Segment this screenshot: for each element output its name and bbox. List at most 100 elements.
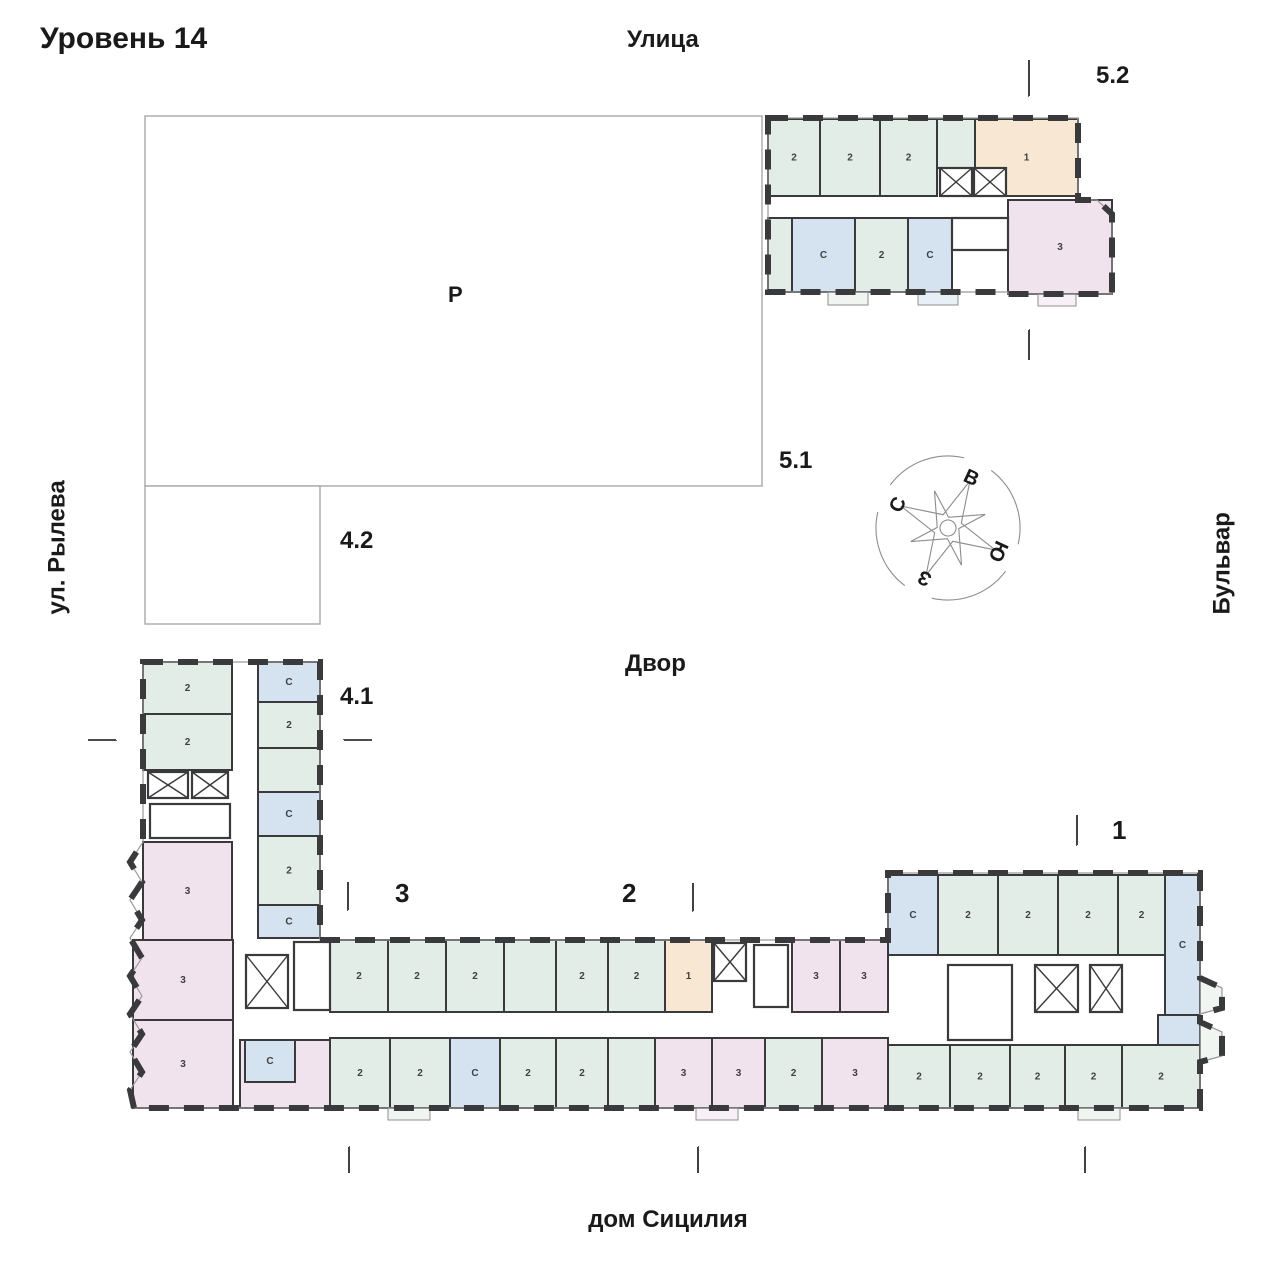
unit-type-label: С [926,250,933,261]
section-4-2-area [144,485,321,625]
apartment-unit[interactable] [1064,1044,1123,1109]
apartment-unit[interactable] [1164,874,1201,1016]
unit-type-label: 2 [847,153,853,164]
unit-type-label: 2 [1085,910,1091,921]
apartment-unit[interactable] [791,217,856,293]
apartment-unit[interactable] [1157,1014,1201,1046]
compass-south: Ю [984,537,1013,565]
street-label-right: Бульвар [1208,512,1236,615]
unit-type-label: С [820,250,827,261]
unit-type-label: С [1179,940,1186,951]
unit-type-label: 3 [180,975,186,986]
street-label-left: ул. Рылева [43,480,71,615]
unit-type-label: 2 [1139,910,1145,921]
apartment-unit[interactable] [607,1037,656,1109]
unit-type-label: 3 [681,1068,687,1079]
unit-type-label: 3 [852,1068,858,1079]
apartment-unit[interactable] [1057,874,1119,956]
unit-type-label: 2 [579,1068,585,1079]
unit-type-label: С [285,677,292,688]
unit-type-label: 1 [1024,153,1030,164]
unit-type-label: 2 [185,737,191,748]
apartment-unit[interactable] [767,118,821,197]
apartment-unit[interactable] [767,217,793,293]
apartment-unit[interactable] [1009,1044,1066,1109]
section-label-3: 3 [395,878,410,908]
unit-type-label: 3 [185,886,191,897]
unit-type-label: 2 [579,971,585,982]
section-label-2: 2 [622,878,637,908]
apartment-unit[interactable] [257,791,321,837]
unit-type-label: 2 [286,720,292,731]
apartment-unit[interactable] [142,841,233,941]
unit-type-label: 2 [916,1072,922,1083]
street-label-top: Улица [627,26,699,53]
section-label-4-1: 4.1 [340,683,374,710]
parking-area [144,115,763,487]
unit-type-label: 3 [1057,242,1063,253]
unit-type-label: 3 [736,1068,742,1079]
apartment-unit[interactable] [1117,874,1166,956]
entrance-arrows [88,60,1085,1173]
apartment-unit[interactable] [607,939,666,1013]
unit-type-label: 2 [965,910,971,921]
unit-type-labels: 2 2 2 1 С 2 С 3 2 2 С 2 С 2 С 3 3 3 С 2 2 2 2 2 2 С 2 2 2 1 3 3 3 3 2 3 С 2 2 2… [180,153,1186,1083]
apartment-unit[interactable] [142,661,233,715]
apartment-unit[interactable] [329,939,389,1013]
apartment-units [132,118,1201,1109]
building-cores [146,166,1124,1042]
compass-rose: С В Ю З [875,455,1021,601]
section-label-4-2: 4.2 [340,527,374,554]
apartment-unit[interactable] [936,118,976,169]
unit-type-label: 2 [791,1068,797,1079]
unit-type-label: С [471,1068,478,1079]
apartment-unit[interactable] [555,939,609,1013]
apartment-unit[interactable] [887,1044,951,1109]
unit-type-label: С [909,910,916,921]
apartment-unit[interactable] [142,713,233,771]
unit-type-label: 2 [879,250,885,261]
compass-north: С [885,494,911,516]
unit-type-label: 2 [1158,1072,1164,1083]
apartment-unit[interactable] [937,874,999,956]
apartment-unit[interactable] [764,1037,823,1109]
apartment-unit[interactable] [132,939,234,1021]
unit-type-label: 2 [906,153,912,164]
apartment-unit[interactable] [1121,1044,1201,1109]
apartment-unit[interactable] [503,939,557,1013]
unit-type-label: 2 [185,683,191,694]
exterior-walls [126,115,1225,1111]
unit-type-label: 2 [286,866,292,877]
apartment-unit[interactable] [445,939,505,1013]
unit-type-label: С [285,917,292,928]
page-title: Уровень 14 [40,22,208,55]
unit-type-label: 2 [1091,1072,1097,1083]
apartment-unit[interactable] [389,1037,451,1109]
unit-type-label: 2 [417,1068,423,1079]
parking-label: P [448,282,463,307]
unit-type-label: 2 [472,971,478,982]
house-name-label: дом Сицилия [588,1206,748,1233]
unit-type-label: 2 [414,971,420,982]
apartment-unit[interactable] [839,939,889,1013]
unit-type-label: С [266,1056,273,1067]
section-label-1: 1 [1112,815,1127,845]
unit-type-label: 2 [977,1072,983,1083]
apartment-unit[interactable] [664,939,713,1013]
unit-type-label: 2 [1025,910,1031,921]
unit-type-label: 3 [813,971,819,982]
unit-type-label: 2 [356,971,362,982]
apartment-unit[interactable] [907,217,953,293]
unit-type-label: С [285,809,292,820]
unit-type-label: 2 [791,153,797,164]
unit-type-label: 2 [634,971,640,982]
apartment-unit[interactable] [257,747,321,793]
apartment-unit[interactable] [257,904,321,939]
section-label-5-2: 5.2 [1096,62,1130,89]
unit-type-label: 2 [525,1068,531,1079]
courtyard-label: Двор [625,650,686,677]
unit-type-label: 3 [861,971,867,982]
apartment-unit[interactable] [132,1019,234,1109]
apartment-unit[interactable] [244,1039,296,1083]
